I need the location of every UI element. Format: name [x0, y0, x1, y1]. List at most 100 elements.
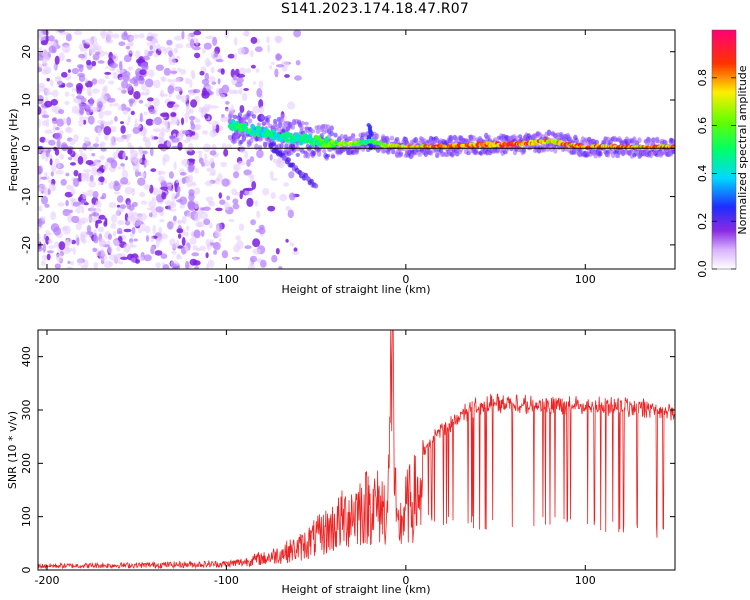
noise-blob: [71, 105, 79, 114]
noise-blob: [79, 48, 88, 52]
noise-blob: [215, 207, 223, 212]
y-tick-label: -20: [20, 236, 33, 254]
ridge-halo: [241, 136, 246, 142]
noise-blob: [48, 45, 56, 54]
spectrogram-frame: [37, 29, 676, 270]
noise-blob: [151, 37, 158, 43]
noise-blob: [139, 157, 143, 164]
noise-blob: [124, 186, 133, 195]
noise-blob: [138, 99, 144, 104]
noise-blob: [216, 225, 220, 232]
noise-blob: [61, 71, 68, 78]
ridge-halo: [578, 148, 583, 154]
noise-blob: [114, 256, 121, 263]
noise-blob: [65, 172, 70, 177]
noise-blob: [207, 259, 215, 268]
noise-blob: [112, 231, 117, 237]
noise-blob: [110, 222, 117, 229]
noise-blob: [193, 229, 201, 239]
noise-blob: [267, 205, 276, 212]
noise-blob: [143, 184, 151, 190]
noise-blob: [243, 169, 252, 176]
noise-blob: [127, 142, 132, 148]
noise-blob: [116, 68, 125, 73]
noise-blob: [120, 125, 126, 134]
noise-blob: [86, 59, 92, 66]
noise-blob: [214, 51, 219, 58]
noise-blob: [76, 64, 84, 69]
noise-blob: [184, 112, 190, 119]
noise-blob: [117, 166, 122, 170]
noise-blob: [66, 82, 74, 88]
snr-x-axis-label: Height of straight line (km): [281, 583, 430, 596]
ridge-halo: [324, 156, 329, 161]
ridge-halo: [632, 136, 637, 143]
noise-blob: [47, 180, 52, 184]
noise-blob: [88, 180, 96, 188]
noise-blob: [250, 36, 258, 44]
colorbar-ticks: 0.0 0.2 0.4 0.6 0.8: [696, 69, 736, 278]
noise-blob: [179, 204, 186, 209]
noise-blob: [103, 110, 112, 116]
noise-blob: [143, 133, 147, 142]
noise-blob: [70, 162, 76, 166]
ridge-halo: [386, 137, 391, 144]
noise-blob: [38, 184, 47, 194]
noise-blob: [193, 30, 202, 36]
noise-blob: [122, 73, 130, 82]
noise-blob: [83, 119, 87, 125]
y-tick-label: 20: [20, 45, 33, 59]
ridge-halo: [317, 150, 322, 157]
spike-blob: [366, 123, 371, 128]
noise-blob: [179, 196, 188, 205]
ridge-halo: [300, 121, 305, 126]
noise-blob: [38, 66, 43, 73]
noise-blob: [38, 30, 44, 38]
colorbar-tick-label: 0.6: [696, 117, 709, 135]
noise-blob: [184, 116, 188, 124]
noise-blob: [38, 106, 42, 115]
noise-blob: [82, 142, 88, 151]
noise-blob: [100, 196, 104, 200]
noise-blob: [49, 79, 54, 87]
noise-blob: [194, 187, 201, 195]
noise-blob: [145, 235, 150, 242]
noise-blob: [153, 97, 160, 107]
noise-blob: [239, 145, 246, 154]
noise-blob: [38, 205, 43, 212]
noise-blob: [113, 182, 121, 192]
noise-blob: [160, 233, 168, 240]
ridge-halo: [495, 149, 500, 154]
noise-blob: [44, 203, 50, 208]
noise-blob: [123, 243, 131, 253]
secondary-branch-blob: [309, 178, 314, 184]
noise-blob: [160, 126, 165, 137]
colorbar-tick-label: 0.0: [696, 260, 709, 278]
noise-blob: [50, 171, 54, 177]
noise-blob: [293, 247, 298, 252]
noise-blob: [50, 211, 57, 221]
noise-blob: [289, 242, 295, 247]
noise-blob: [158, 46, 166, 52]
noise-blob: [187, 201, 196, 210]
noise-blob: [64, 91, 70, 97]
noise-blob: [225, 101, 230, 105]
noise-blob: [40, 40, 48, 46]
noise-blob: [275, 54, 283, 60]
noise-blob: [260, 259, 267, 268]
noise-blob: [75, 95, 85, 100]
noise-blob: [51, 117, 58, 125]
colorbar: 0.0 0.2 0.4 0.6 0.8 Normalized spectral ampl…: [696, 29, 749, 278]
ridge-halo: [391, 149, 396, 155]
ridge-halo: [325, 153, 331, 158]
noise-blob: [148, 108, 156, 115]
noise-blob: [199, 245, 207, 251]
ridge-halo: [637, 137, 642, 144]
noise-blob: [124, 220, 131, 226]
noise-blob: [71, 93, 75, 97]
noise-blob: [100, 147, 107, 152]
noise-blob: [246, 197, 254, 207]
noise-blob: [104, 39, 114, 44]
noise-blob: [98, 238, 106, 248]
